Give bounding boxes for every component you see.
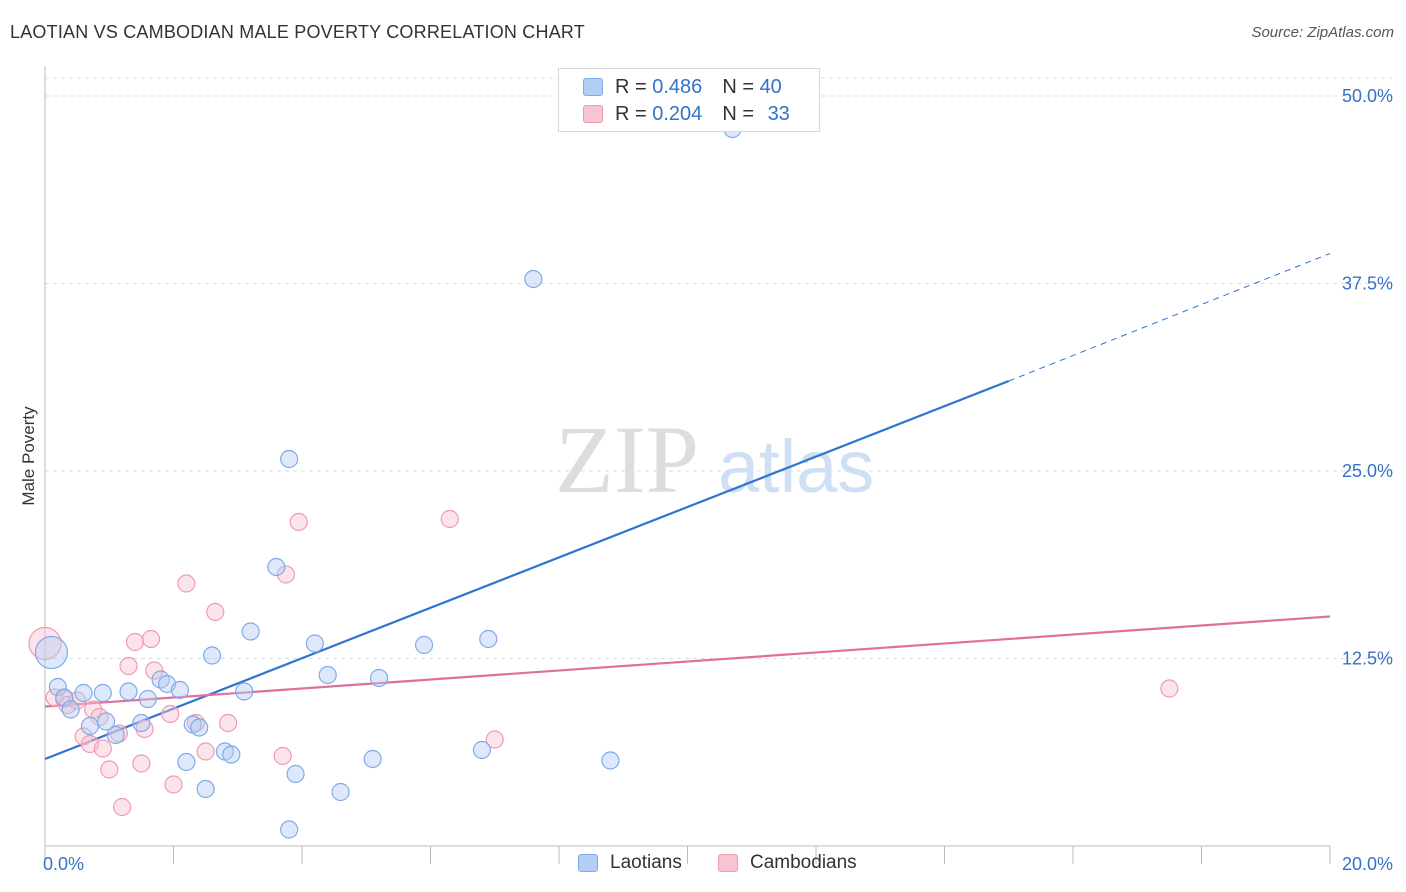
laotians-point: [280, 449, 299, 469]
cambodians-point: [28, 626, 62, 661]
laotians-point: [370, 668, 389, 688]
grid-lines: [45, 77, 1392, 659]
laotians-point: [318, 665, 337, 685]
y-tick-label: 50.0%: [1342, 86, 1393, 106]
laotians-point: [601, 751, 620, 770]
laotians-point: [132, 713, 151, 733]
laotians-points: [34, 119, 742, 839]
laotians-point: [363, 749, 382, 769]
legend-item-laotians: Laotians: [578, 852, 682, 874]
n-label: N =: [722, 75, 760, 98]
watermark-atlas: atlas: [718, 425, 874, 508]
laotians-point: [267, 557, 286, 577]
cambodians-point: [145, 661, 164, 680]
laotians-point: [106, 725, 125, 745]
x-tick-label-min: 0.0%: [43, 854, 84, 874]
y-tick-labels: 12.5% 25.0% 37.5% 50.0%: [1342, 86, 1393, 669]
source-label: Source: ZipAtlas.com: [1251, 24, 1394, 41]
y-axis-label: Male Poverty: [19, 406, 38, 506]
legend-row-laotians: R = 0.486 N = 40: [583, 76, 782, 98]
cambodians-point: [206, 602, 225, 622]
cambodians-point: [1160, 679, 1179, 698]
n-label: N =: [722, 102, 760, 125]
y-tick-label: 25.0%: [1342, 461, 1393, 481]
laotians-trendline-extension: [1008, 253, 1331, 382]
cambodians-point: [112, 797, 132, 817]
series-legend: Laotians Cambodians: [0, 852, 1406, 876]
legend-label-laotians: Laotians: [610, 852, 682, 873]
laotians-point: [305, 634, 324, 653]
legend-item-cambodians: Cambodians: [718, 852, 857, 874]
laotians-swatch: [578, 854, 598, 872]
cambodians-point: [177, 574, 196, 593]
x-tick-marks: [44, 846, 1331, 864]
laotians-point: [93, 683, 112, 703]
stats-legend: R = 0.486 N = 40 R = 0.204 N = 33: [558, 68, 820, 132]
cambodians-point: [276, 565, 296, 584]
laotians-swatch: [583, 78, 603, 96]
r-value: 0.486: [652, 75, 703, 98]
cambodians-point: [164, 775, 183, 794]
cambodians-point: [141, 629, 161, 649]
laotians-point: [479, 629, 498, 649]
laotians-point: [524, 269, 543, 289]
cambodians-points: [28, 509, 1179, 817]
laotians-point: [280, 820, 299, 839]
cambodians-point: [74, 727, 93, 746]
cambodians-point: [132, 754, 151, 773]
r-value: 0.204: [652, 102, 703, 125]
laotians-point: [472, 740, 491, 760]
cambodians-trendline: [44, 615, 1331, 708]
cambodians-point: [485, 730, 504, 749]
laotians-point: [241, 622, 260, 641]
laotians-point: [80, 716, 100, 736]
laotians-point: [235, 682, 254, 701]
cambodians-point: [100, 760, 119, 779]
laotians-trendline: [44, 379, 1010, 761]
watermark-zip: ZIP: [555, 406, 699, 513]
trendlines: [44, 253, 1331, 761]
cambodians-point: [196, 742, 215, 761]
laotians-point: [138, 689, 157, 709]
laotians-point: [414, 635, 434, 655]
laotians-point: [34, 635, 69, 670]
chart-title: LAOTIAN VS CAMBODIAN MALE POVERTY CORREL…: [10, 22, 585, 42]
cambodians-point: [161, 704, 180, 724]
cambodians-point: [119, 656, 138, 676]
legend-label-cambodians: Cambodians: [750, 852, 857, 873]
laotians-point: [222, 745, 241, 764]
laotians-point: [96, 712, 116, 731]
laotians-point: [119, 682, 138, 701]
cambodians-point: [289, 512, 308, 532]
laotians-point: [61, 700, 80, 719]
cambodians-point: [273, 746, 292, 766]
y-tick-label: 37.5%: [1342, 274, 1393, 294]
laotians-point: [170, 680, 190, 700]
cambodians-point: [125, 632, 145, 652]
cambodians-swatch: [718, 854, 738, 872]
y-tick-label: 12.5%: [1342, 649, 1393, 669]
cambodians-point: [93, 739, 112, 758]
laotians-point: [48, 677, 67, 697]
laotians-point: [331, 782, 350, 802]
laotians-point: [74, 683, 93, 703]
laotians-point: [196, 779, 215, 799]
cambodians-point: [440, 509, 459, 529]
cambodians-swatch: [583, 105, 603, 123]
r-label: R =: [615, 102, 653, 125]
n-value: 40: [759, 75, 782, 98]
laotians-point: [177, 752, 196, 772]
cambodians-point: [219, 713, 238, 733]
r-label: R =: [615, 75, 653, 98]
legend-row-cambodians: R = 0.204 N = 33: [583, 103, 790, 125]
laotians-point: [202, 646, 222, 665]
laotians-point: [190, 718, 209, 737]
n-value: 33: [767, 102, 790, 125]
x-tick-label-max: 20.0%: [1342, 854, 1393, 874]
laotians-point: [286, 764, 305, 784]
